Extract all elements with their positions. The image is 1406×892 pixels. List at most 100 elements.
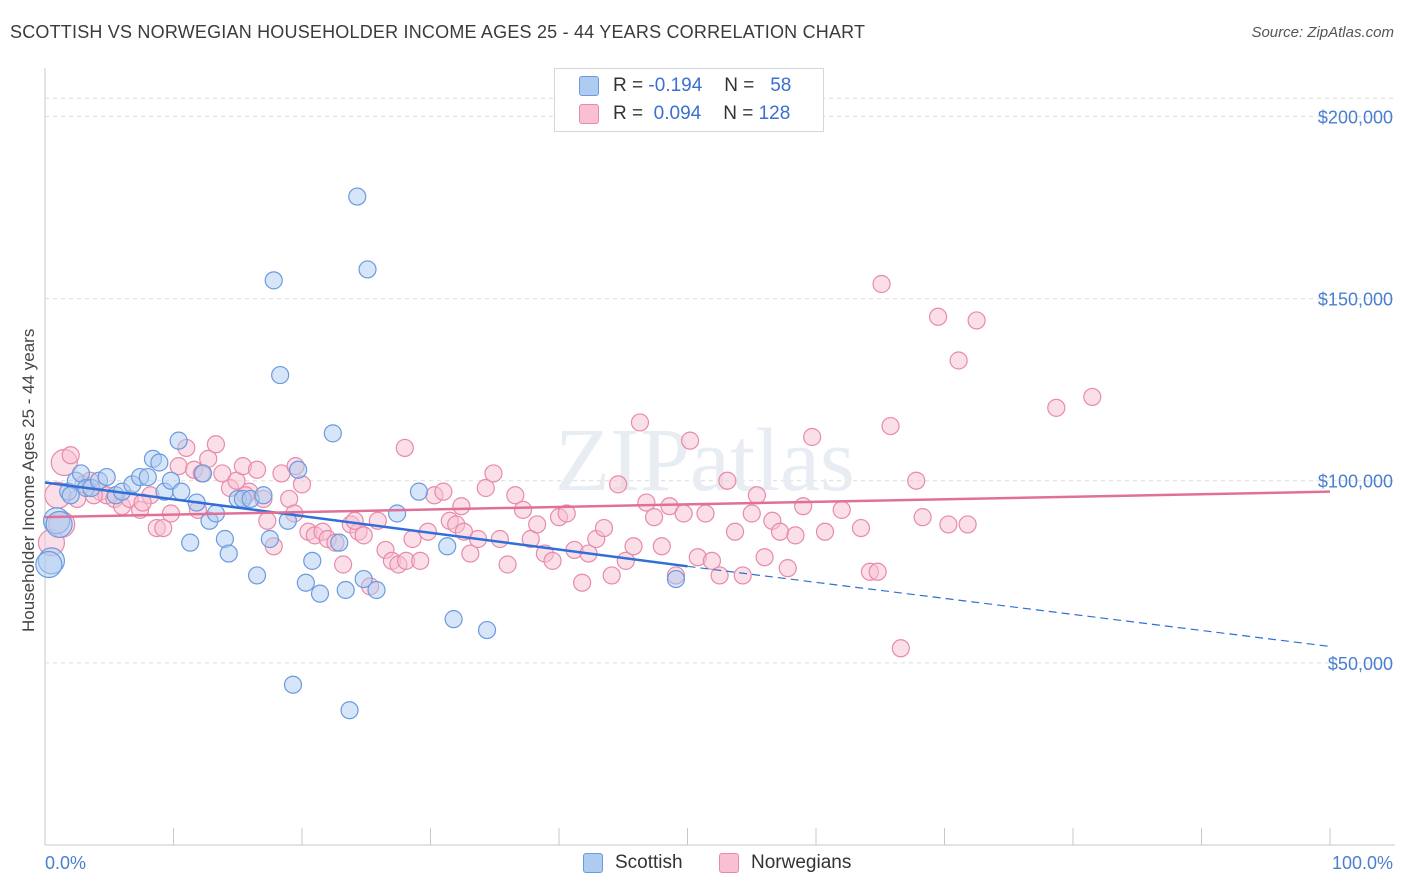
norwegians-point <box>949 351 968 370</box>
norwegians-point <box>660 497 679 516</box>
watermark: ZIPatlas <box>555 411 855 510</box>
n-value: 58 <box>770 75 792 96</box>
norwegians-point <box>498 555 517 574</box>
norwegians-point <box>742 504 761 523</box>
n-value: 128 <box>758 103 791 124</box>
scottish-point <box>97 467 116 487</box>
norwegians-point <box>891 639 910 658</box>
source-label: Source: ZipAtlas.com <box>1251 24 1394 41</box>
scottish-point <box>35 550 63 579</box>
norwegians-point <box>881 416 900 436</box>
norwegians-point <box>484 464 503 483</box>
norwegians-point <box>490 529 509 549</box>
norwegians-point <box>652 537 671 556</box>
scottish-trend-extension <box>687 565 1331 648</box>
scottish-point <box>150 453 169 472</box>
norwegians-point <box>528 515 547 534</box>
norwegians-point <box>247 460 267 479</box>
scottish-point <box>444 610 463 629</box>
norwegians-point <box>832 500 851 519</box>
series-legend: Scottish Norwegians <box>0 852 1406 878</box>
scottish-point <box>172 482 191 501</box>
scottish-point <box>303 551 322 570</box>
norwegians-point <box>411 551 430 570</box>
legend-row-scottish: R = -0.194 N = 58 <box>579 73 791 99</box>
scottish-point <box>264 271 283 290</box>
scottish-point <box>45 510 73 539</box>
norwegians-point <box>543 551 562 570</box>
norwegians-point <box>939 515 958 534</box>
scottish-point <box>169 431 188 450</box>
scottish-swatch <box>579 76 599 96</box>
norwegians-point <box>334 555 353 574</box>
norwegians-point <box>213 464 232 483</box>
scottish-point <box>340 701 359 720</box>
norwegians-point <box>573 573 592 592</box>
norwegians-point <box>710 566 729 585</box>
norwegians-point <box>755 548 774 567</box>
scottish-point <box>61 486 80 505</box>
norwegians-point <box>345 511 364 530</box>
norwegians-point <box>609 475 628 494</box>
scottish-point <box>310 584 330 603</box>
y-axis-label: Householder Income Ages 25 - 44 years <box>19 329 38 632</box>
scottish-point <box>367 580 386 600</box>
legend-label: Norwegians <box>751 852 852 873</box>
scottish-point <box>271 365 290 385</box>
y-tick-label: $50,000 <box>1328 654 1393 674</box>
y-tick-label: $200,000 <box>1318 107 1393 127</box>
r-value: -0.194 <box>648 75 703 96</box>
norwegians-point <box>452 497 471 516</box>
scottish-point <box>247 566 267 585</box>
legend-item-scottish: Scottish <box>583 852 683 874</box>
norwegians-point <box>206 435 226 454</box>
norwegians-point <box>967 311 986 330</box>
norwegians-point <box>725 522 745 541</box>
norwegians-trend-line <box>44 490 1331 519</box>
norwegians-point <box>733 566 752 585</box>
norwegians-point <box>154 518 173 538</box>
norwegians-point <box>476 478 495 498</box>
norwegians-point <box>624 537 643 556</box>
scottish-point <box>219 544 238 563</box>
norwegians-point <box>637 493 656 512</box>
norwegians-point <box>868 562 887 581</box>
scottish-point <box>181 533 200 552</box>
axes <box>44 68 1395 846</box>
x-tick-label: 0.0% <box>45 853 86 873</box>
norwegians-point <box>958 515 977 534</box>
norwegians-point <box>794 497 813 516</box>
legend-item-norwegians: Norwegians <box>719 852 851 874</box>
norwegians-point <box>354 526 373 545</box>
scottish-point <box>193 464 213 483</box>
norwegians-point <box>1047 398 1066 417</box>
norwegians-point <box>403 529 422 549</box>
norwegians-point <box>594 518 614 538</box>
norwegians-point <box>557 504 576 523</box>
n-label: N = <box>723 103 754 124</box>
y-tick-label: $150,000 <box>1318 290 1393 310</box>
norwegians-point <box>778 559 797 578</box>
norwegians-point <box>61 446 80 465</box>
norwegians-point <box>506 486 525 505</box>
norwegians-point <box>913 508 932 527</box>
norwegians-point <box>1083 387 1102 407</box>
norwegians-point <box>718 471 737 490</box>
scottish-point <box>438 537 457 556</box>
y-tick-label: $100,000 <box>1318 472 1393 492</box>
norwegians-point <box>602 566 621 585</box>
scottish-point <box>289 460 308 479</box>
scottish-point <box>336 580 355 600</box>
x-tick-label: 100.0% <box>1332 853 1393 873</box>
scottish-trend-line <box>44 481 688 568</box>
stats-legend: R = -0.194 N = 58 R = 0.094 N = 128 <box>554 68 824 132</box>
norwegians-point <box>258 511 277 530</box>
legend-row-norwegians: R = 0.094 N = 128 <box>579 101 790 127</box>
norwegians-point <box>747 486 766 505</box>
norwegians-point <box>674 504 693 523</box>
norwegians-point <box>461 544 480 563</box>
scottish-point <box>409 482 429 501</box>
norwegians-swatch <box>719 853 739 873</box>
norwegians-point <box>803 427 822 447</box>
